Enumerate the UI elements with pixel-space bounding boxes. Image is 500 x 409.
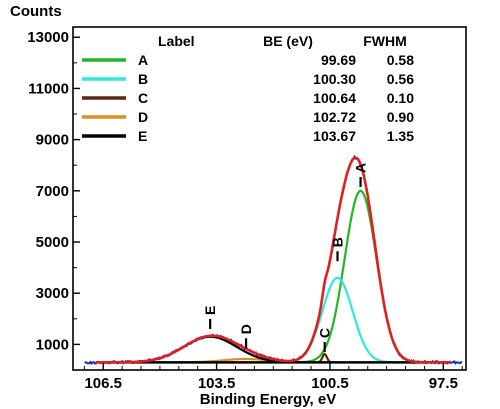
y-tick-label: 11000 xyxy=(28,80,69,97)
x-tick-label: 100.5 xyxy=(311,375,349,392)
legend-entry-be: 103.67 xyxy=(313,128,356,144)
x-axis-title: Binding Energy, eV xyxy=(200,391,336,408)
x-tick-label: 97.5 xyxy=(429,375,458,392)
peak-label-c: C xyxy=(317,328,333,338)
component-e-line xyxy=(104,335,316,364)
y-tick-label: 1000 xyxy=(36,336,69,353)
y-tick-label: 3000 xyxy=(36,285,69,302)
peak-label-a: A xyxy=(353,163,369,173)
plot-area: A B C D E xyxy=(84,154,463,366)
legend-entry-label: D xyxy=(138,109,148,125)
legend-header-fwhm: FWHM xyxy=(363,33,407,49)
peak-label-d: D xyxy=(238,324,254,334)
legend-entry-be: 99.69 xyxy=(321,52,356,68)
peak-label-e: E xyxy=(202,306,218,315)
y-tick-label: 5000 xyxy=(36,234,69,251)
plot-frame xyxy=(72,26,467,371)
legend-header-be: BE (eV) xyxy=(263,33,313,49)
peak-label-b: B xyxy=(330,237,346,247)
legend-entry-fwhm: 0.58 xyxy=(387,52,414,68)
component-b-line xyxy=(277,276,398,364)
x-tick-label: 106.5 xyxy=(84,375,122,392)
y-axis-title: Counts xyxy=(10,3,62,20)
x-axis: 106.5 103.5 100.5 97.5 xyxy=(83,363,463,392)
legend-entry-label: B xyxy=(138,71,148,87)
legend-entry-fwhm: 0.90 xyxy=(387,109,414,125)
legend: Label BE (eV) FWHM A 99.69 0.58 B 100.30 0.56 C 10… xyxy=(82,33,414,144)
legend-entry-be: 100.64 xyxy=(313,90,356,106)
x-tick-label: 103.5 xyxy=(198,375,236,392)
legend-entry-label: C xyxy=(138,90,148,106)
y-tick-label: 13000 xyxy=(27,29,69,46)
envelope-line xyxy=(95,156,451,364)
y-tick-label: 9000 xyxy=(36,132,69,149)
legend-entry-fwhm: 0.10 xyxy=(387,90,414,106)
y-axis: 1000 3000 5000 7000 9000 11000 13000 xyxy=(27,29,80,353)
legend-entry-fwhm: 0.56 xyxy=(387,71,414,87)
measured-data-line xyxy=(84,154,463,366)
legend-header-label: Label xyxy=(158,33,195,49)
y-tick-label: 7000 xyxy=(36,183,69,200)
legend-entry-label: E xyxy=(138,128,147,144)
legend-entry-be: 100.30 xyxy=(313,71,356,87)
legend-entry-be: 102.72 xyxy=(313,109,356,125)
legend-entry-label: A xyxy=(138,52,148,68)
legend-entry-fwhm: 1.35 xyxy=(387,128,414,144)
